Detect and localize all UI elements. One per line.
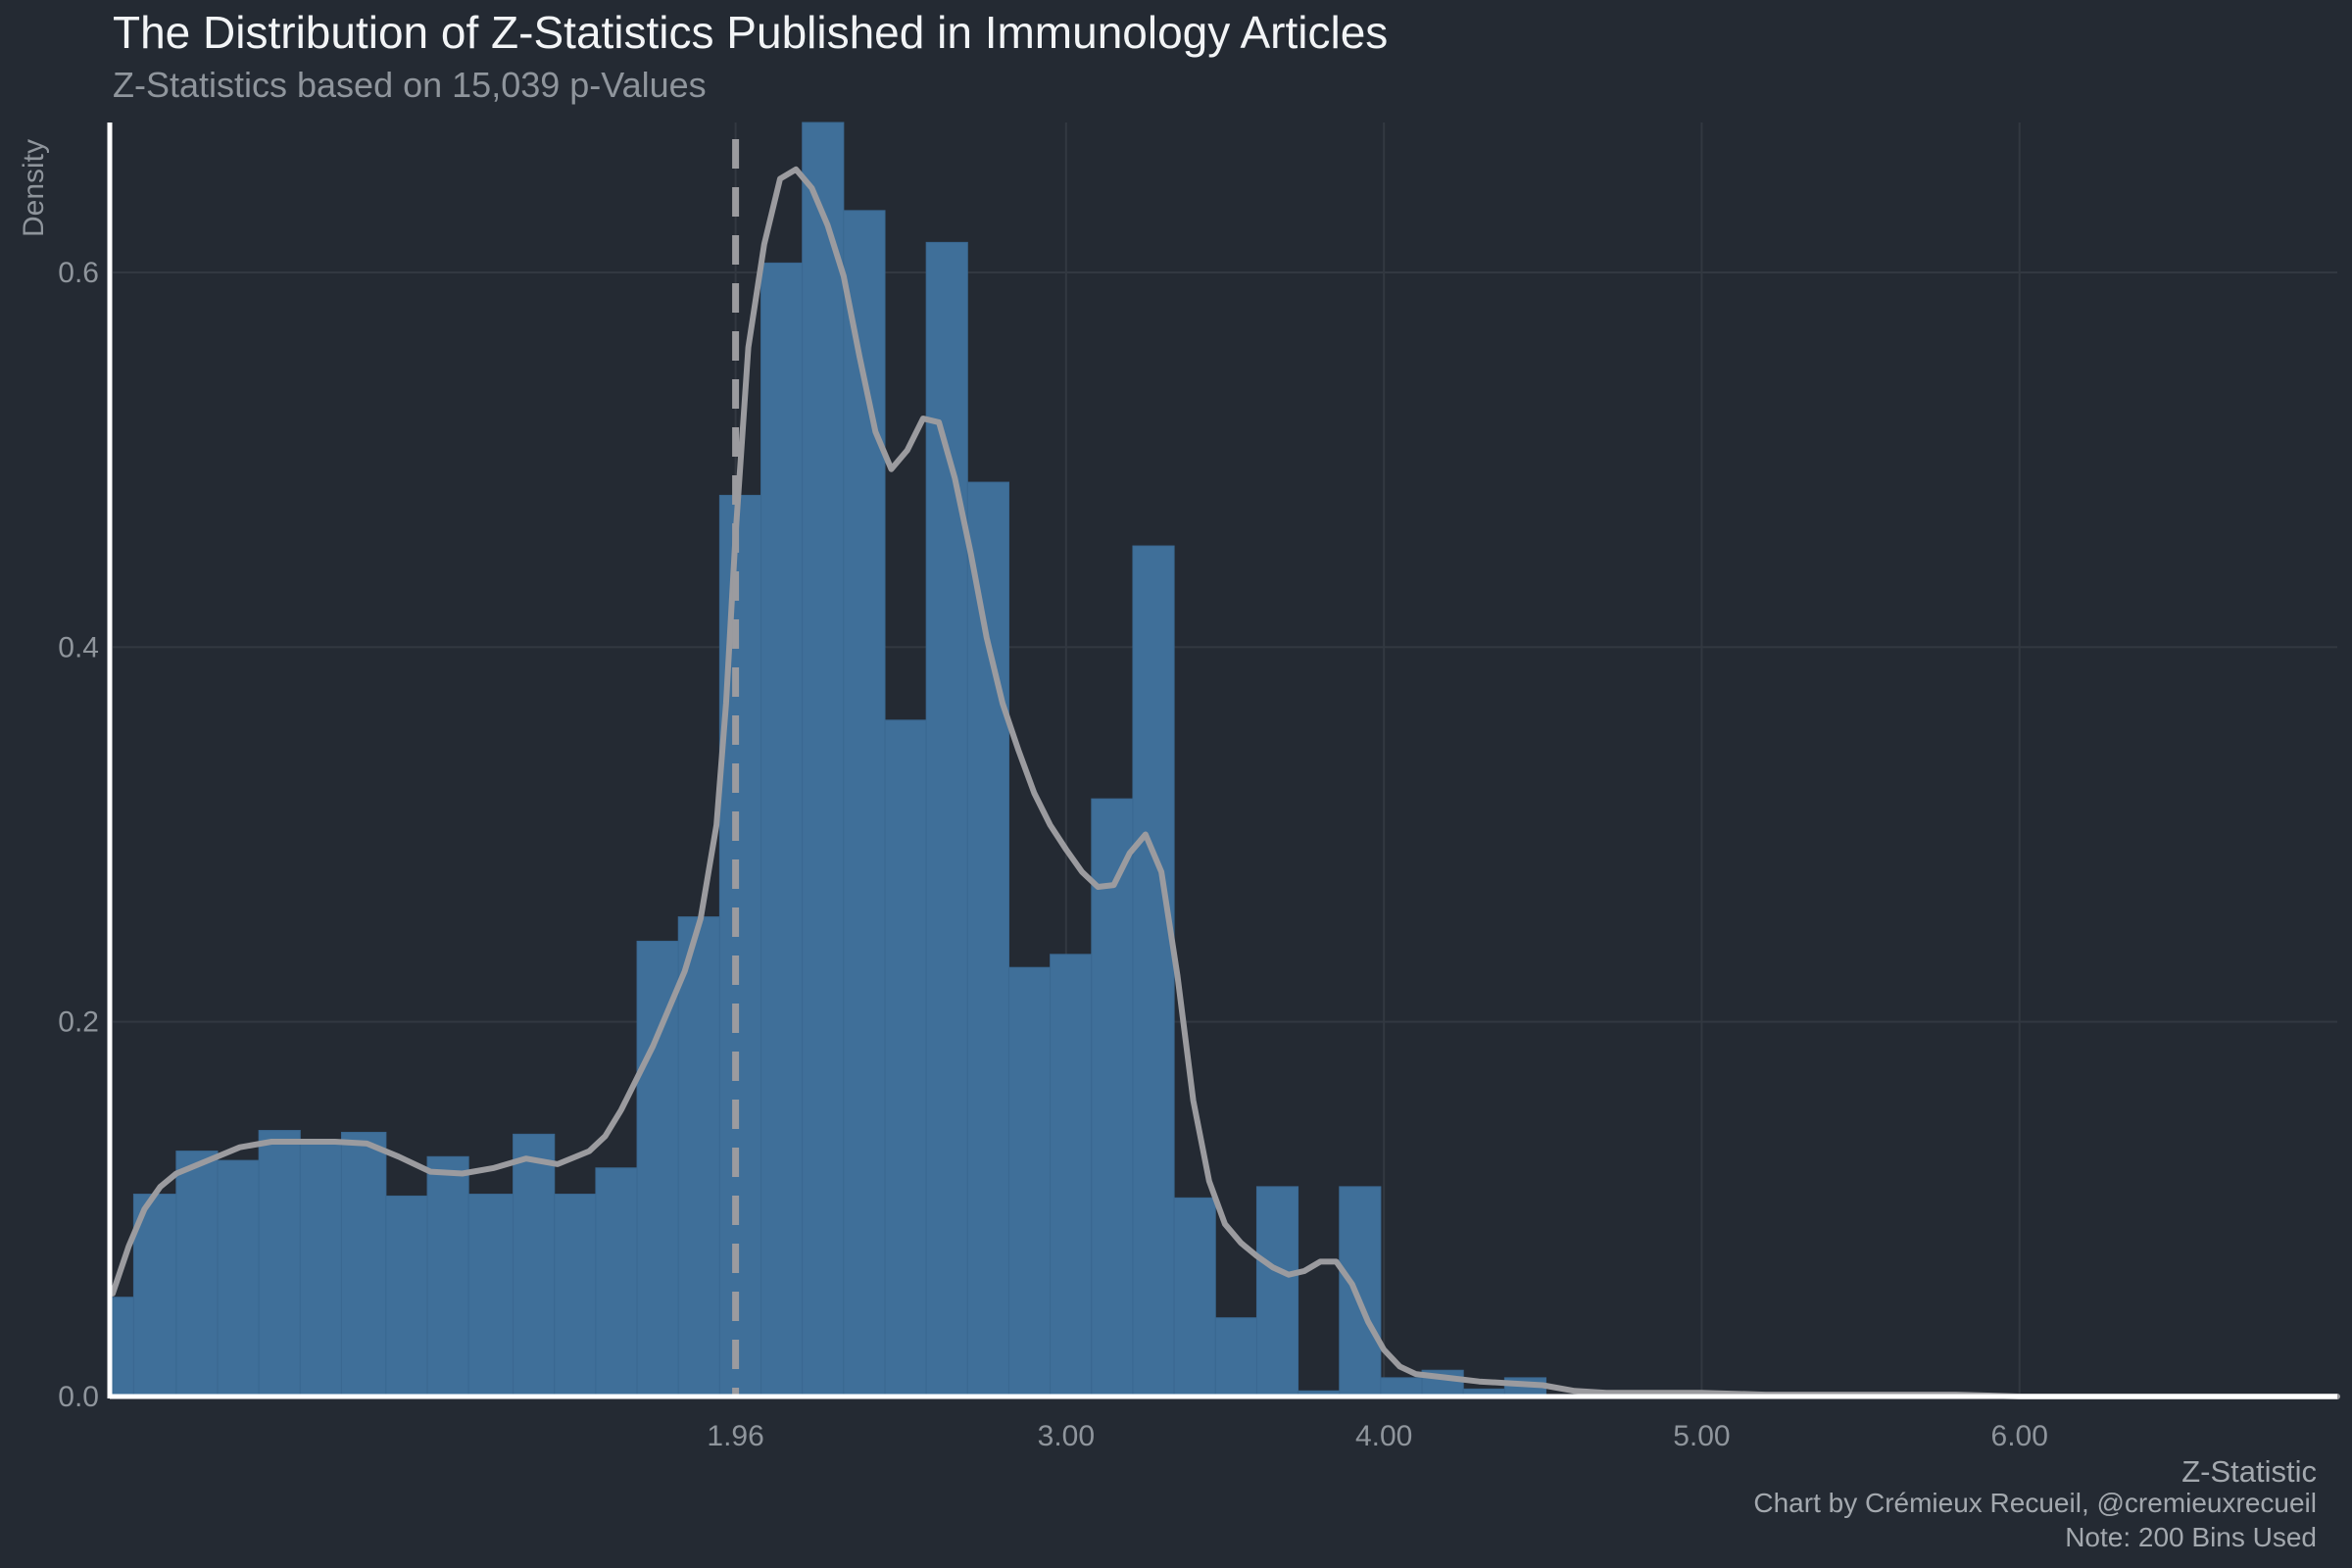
- x-tick-label: 3.00: [1038, 1420, 1095, 1452]
- x-tick-label: 1.96: [707, 1420, 763, 1452]
- y-tick-label: 0.2: [58, 1006, 99, 1039]
- y-tick-label: 0.0: [58, 1381, 99, 1413]
- histogram-bar: [1173, 1197, 1216, 1397]
- x-tick-label: 6.00: [1991, 1420, 2048, 1452]
- histogram-bar: [467, 1194, 514, 1397]
- histogram-bar: [884, 719, 927, 1397]
- histogram-bar: [175, 1151, 219, 1397]
- histogram-bar: [426, 1155, 469, 1397]
- y-tick-label: 0.4: [58, 631, 99, 663]
- histogram-bar: [677, 916, 720, 1397]
- y-tick-label: 0.6: [58, 257, 99, 289]
- chart-title: The Distribution of Z-Statistics Publish…: [113, 7, 1389, 58]
- histogram-bar: [636, 940, 679, 1397]
- bars-layer: [112, 122, 1547, 1397]
- histogram-bar: [1255, 1186, 1299, 1397]
- x-tick-label: 4.00: [1355, 1420, 1412, 1452]
- histogram-bar: [1214, 1317, 1257, 1397]
- histogram-bar: [1007, 966, 1052, 1397]
- axes-layer: [107, 122, 2337, 1399]
- histogram-bar: [217, 1159, 260, 1397]
- density-curve: [110, 166, 2340, 1399]
- chart-credit: Chart by Crémieux Recueil, @cremieuxrecu…: [1753, 1488, 2317, 1518]
- histogram-bar: [966, 481, 1009, 1397]
- density-layer: [110, 166, 2340, 1399]
- histogram-bar: [258, 1130, 301, 1397]
- histogram-bar: [554, 1194, 597, 1397]
- histogram-bar: [1091, 798, 1134, 1397]
- histogram-bar: [1132, 545, 1175, 1397]
- histogram-bar: [760, 262, 804, 1397]
- histogram-bar: [513, 1133, 556, 1397]
- histogram-bar: [340, 1131, 387, 1397]
- y-axis-label: Density: [18, 139, 50, 237]
- histogram-bar: [718, 494, 762, 1397]
- histogram-bar: [595, 1167, 638, 1397]
- histogram-bar: [802, 122, 845, 1397]
- x-axis-label: Z-Statistic: [2181, 1454, 2317, 1489]
- histogram-bar: [1380, 1377, 1423, 1397]
- chart-subtitle: Z-Statistics based on 15,039 p-Values: [113, 65, 707, 105]
- histogram-bar: [299, 1139, 342, 1397]
- histogram-bar: [112, 1297, 134, 1397]
- histogram-bar: [1339, 1186, 1382, 1397]
- histogram-bar: [1050, 954, 1093, 1397]
- tick-labels-layer: 0.0 0.2 0.4 0.6 1.96 3.00 4.00 5.00 6.00: [58, 257, 2048, 1452]
- x-tick-label: 5.00: [1673, 1420, 1730, 1452]
- histogram-bar: [925, 241, 968, 1397]
- histogram-bar: [385, 1195, 428, 1397]
- chart-note: Note: 200 Bins Used: [2065, 1522, 2317, 1552]
